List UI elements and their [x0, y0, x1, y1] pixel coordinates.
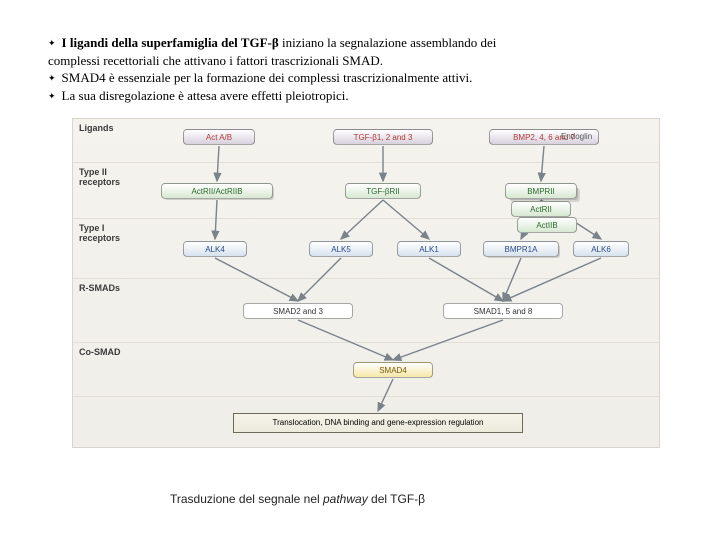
h-line3: SMAD4 è essenziale per la formazione dei…: [48, 69, 672, 87]
row-label-cosmad: Co-SMAD: [79, 347, 121, 357]
tgfb-pathway-diagram: Ligands Type II receptors Type I receptors…: [72, 118, 660, 448]
node-tgfb: TGF-β1, 2 and 3: [333, 129, 433, 145]
caption-post: del TGF-β: [368, 492, 425, 506]
caption: Trasduzione del segnale nel pathway del …: [170, 492, 425, 506]
node-smad158: SMAD1, 5 and 8: [443, 303, 563, 319]
node-alk1: ALK1: [397, 241, 461, 257]
h-line1-bold: I ligandi della superfamiglia del TGF-β: [62, 35, 279, 50]
node-actr2b: ActRII: [511, 201, 571, 217]
node-alk4: ALK4: [183, 241, 247, 257]
node-alk5: ALK5: [309, 241, 373, 257]
node-actiib: ActIIB: [517, 217, 577, 233]
node-actr2: ActRII/ActRIIB: [161, 183, 273, 199]
node-alk6: ALK6: [573, 241, 629, 257]
row-label-type2: Type II receptors: [79, 167, 120, 187]
final-box: Translocation, DNA binding and gene-expr…: [233, 413, 523, 433]
row-label-rsmad: R-SMADs: [79, 283, 120, 293]
caption-pre: Trasduzione del segnale nel: [170, 492, 323, 506]
node-smad23: SMAD2 and 3: [243, 303, 353, 319]
caption-italic: pathway: [323, 492, 368, 506]
node-bmpr1a: BMPR1A: [483, 241, 559, 257]
node-tgfbr2: TGF-βRII: [345, 183, 421, 199]
h-line2: complessi recettoriali che attivano i fa…: [48, 52, 672, 70]
header-text: I ligandi della superfamiglia del TGF-β …: [0, 0, 720, 112]
node-act_ab: Act A/B: [183, 129, 255, 145]
h-line1-rest: iniziano la segnalazione assemblando dei: [279, 35, 497, 50]
row-label-type1: Type I receptors: [79, 223, 120, 243]
row-label-ligands: Ligands: [79, 123, 114, 133]
node-endoglin: Endoglin: [561, 129, 617, 145]
node-smad4: SMAD4: [353, 362, 433, 378]
node-bmpr2: BMPRII: [505, 183, 577, 199]
h-line4: La sua disregolazione è attesa avere eff…: [48, 87, 672, 105]
